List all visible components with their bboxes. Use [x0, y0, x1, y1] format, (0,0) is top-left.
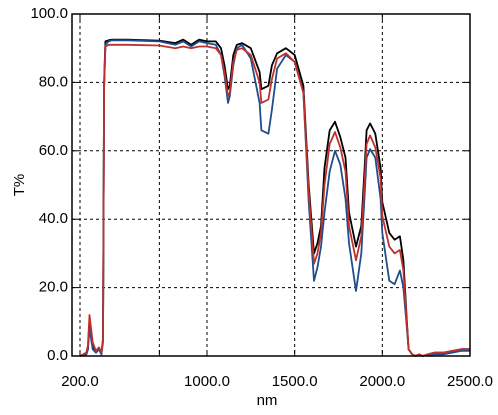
x-tick-label: 2500.0 — [447, 373, 493, 390]
series-line-3 — [79, 43, 470, 357]
y-tick-label: 80.0 — [39, 73, 68, 90]
plot-frame — [71, 13, 471, 357]
x-tick-label: 200.0 — [61, 373, 99, 390]
x-tick-label: 1000.0 — [184, 373, 230, 390]
y-tick-label: 60.0 — [39, 142, 68, 159]
tick-layer: 0.0 20.0 40.0 60.0 80.0 100.0 200.0 1000.0 1500.… — [30, 5, 492, 390]
series-line-2 — [79, 39, 470, 357]
y-axis-label: T% — [11, 174, 28, 197]
series-layer — [79, 38, 470, 357]
y-tick-label: 100.0 — [30, 5, 68, 22]
y-tick-label: 0.0 — [47, 347, 68, 364]
y-tick-label: 40.0 — [39, 210, 68, 227]
x-tick-label: 2000.0 — [359, 373, 405, 390]
y-tick-label: 20.0 — [39, 279, 68, 296]
x-tick-label: 1500.0 — [272, 373, 318, 390]
x-axis-label: nm — [257, 392, 278, 409]
